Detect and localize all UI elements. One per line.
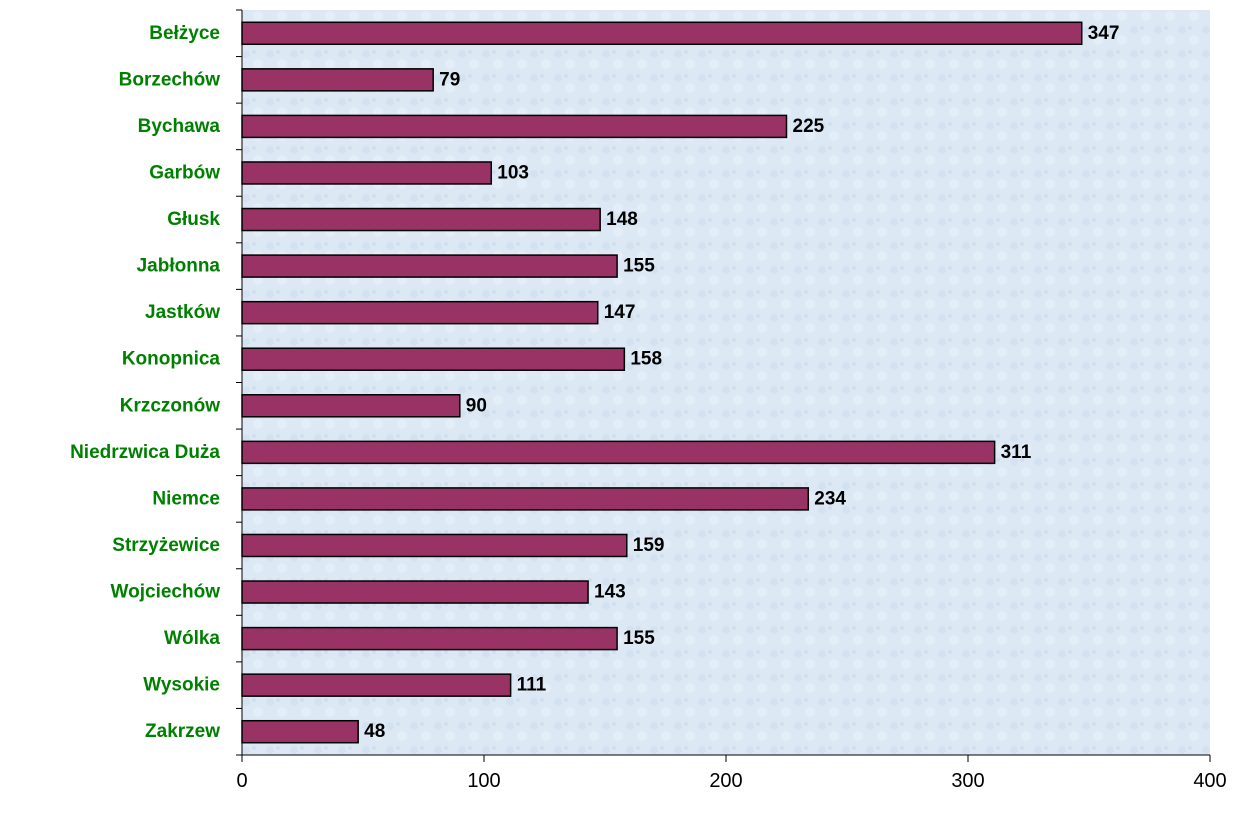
data-label: 90 xyxy=(466,395,487,416)
bar xyxy=(241,394,461,418)
category-label: Jastków xyxy=(145,302,220,323)
bar xyxy=(241,21,1083,46)
category-label: Bychawa xyxy=(138,116,221,137)
data-label: 158 xyxy=(630,349,662,370)
data-label: 311 xyxy=(1001,442,1032,463)
category-label: Konopnica xyxy=(122,349,221,370)
bar xyxy=(241,673,512,697)
category-label: Jabłonna xyxy=(137,256,221,277)
axes-layer: Bełżyce 347 Borzechów 79 Bychawa 225 Garbów 103… xyxy=(70,9,1227,792)
bar xyxy=(241,440,996,465)
data-label: 234 xyxy=(814,488,846,509)
data-label: 79 xyxy=(439,69,460,90)
category-label: Krzczonów xyxy=(120,395,221,416)
bar xyxy=(241,300,599,325)
data-label: 48 xyxy=(364,721,385,742)
data-label: 147 xyxy=(604,302,636,323)
data-label: 103 xyxy=(497,162,529,183)
x-tick-label: 200 xyxy=(709,770,742,792)
category-label: Wojciechów xyxy=(111,582,221,603)
data-label: 225 xyxy=(793,116,825,137)
bar xyxy=(241,114,788,139)
data-label: 155 xyxy=(623,628,655,649)
bar xyxy=(241,533,628,558)
bar xyxy=(241,68,434,92)
category-label: Bełżyce xyxy=(149,23,220,44)
data-label: 111 xyxy=(517,675,547,696)
bar xyxy=(241,719,359,744)
data-label: 159 xyxy=(633,535,665,556)
category-label: Niedrzwica Duża xyxy=(70,442,220,463)
bar xyxy=(241,161,493,185)
category-label: Niemce xyxy=(152,488,220,509)
category-label: Borzechów xyxy=(119,69,221,90)
x-tick-label: 0 xyxy=(236,770,247,792)
bar xyxy=(241,626,618,651)
category-label: Zakrzew xyxy=(145,721,220,742)
category-label: Garbów xyxy=(149,162,220,183)
category-label: Strzyżewice xyxy=(112,535,220,556)
data-label: 143 xyxy=(594,582,626,603)
x-tick-label: 300 xyxy=(951,770,984,792)
data-label: 155 xyxy=(623,256,655,277)
bar xyxy=(241,487,810,511)
x-tick-label: 100 xyxy=(467,770,500,792)
data-label: 347 xyxy=(1088,23,1120,44)
data-label: 148 xyxy=(606,209,638,230)
category-label: Wólka xyxy=(164,628,220,649)
category-label: Głusk xyxy=(167,209,220,230)
bar xyxy=(241,347,626,371)
bar xyxy=(241,207,601,232)
category-label: Wysokie xyxy=(143,675,220,696)
bar xyxy=(241,254,618,278)
bar xyxy=(241,580,589,604)
x-tick-label: 400 xyxy=(1193,770,1226,792)
